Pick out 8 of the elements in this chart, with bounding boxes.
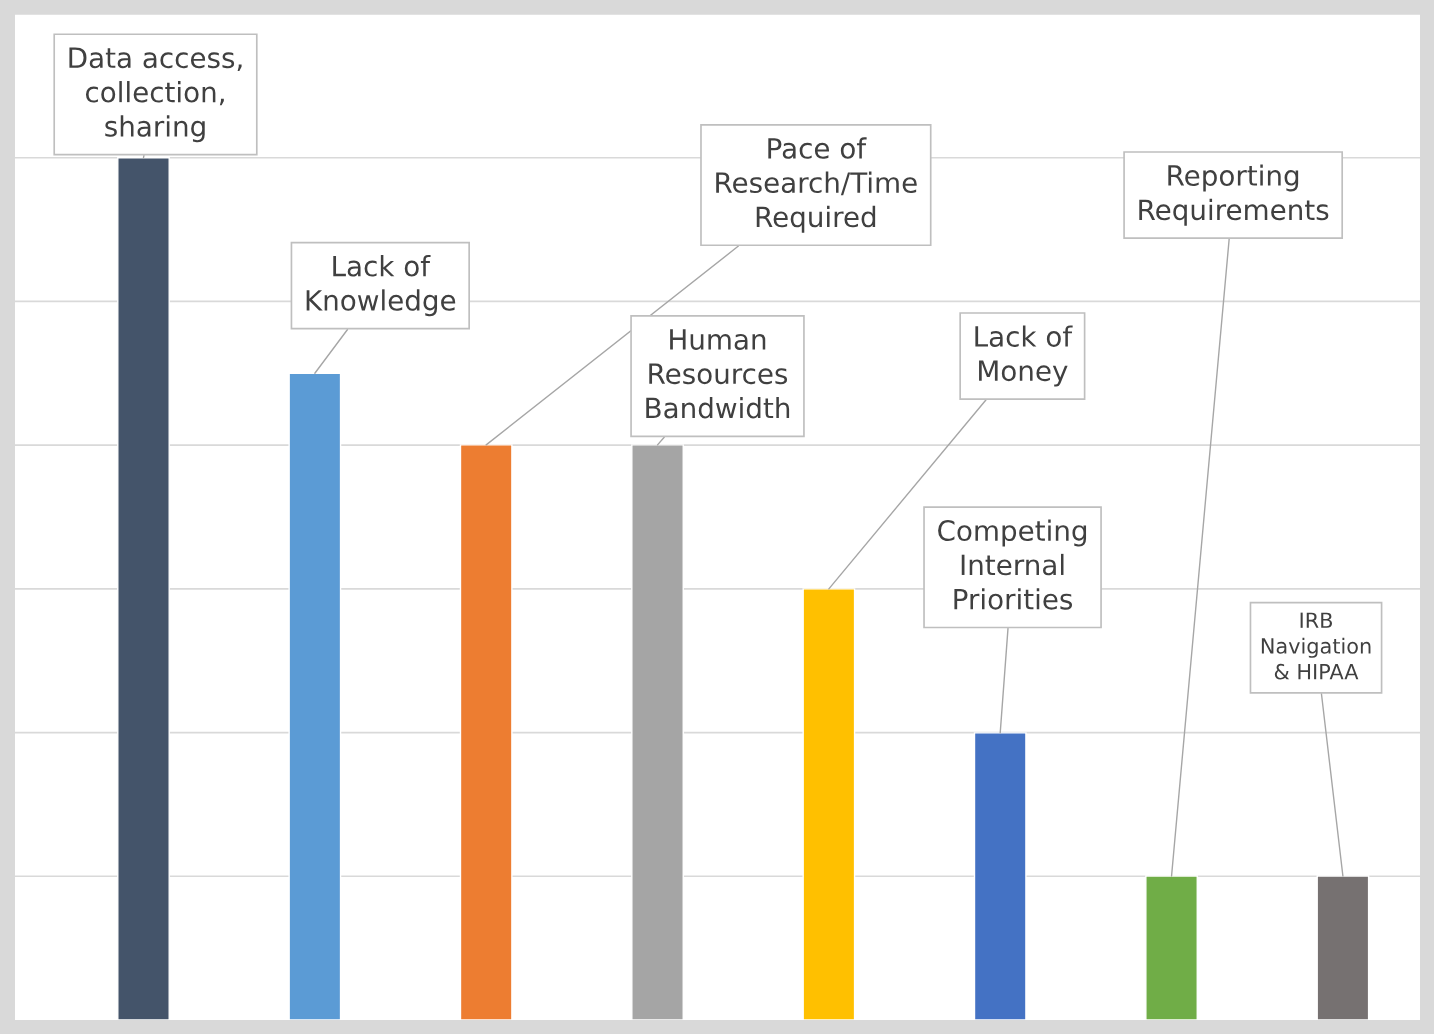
annotation: Human Resources Bandwidth (646, 329, 790, 419)
annotation: Pace of Research/Time Required (716, 137, 917, 233)
annotation: Reporting Requirements (1139, 164, 1329, 226)
annotation: Competing Internal Priorities (938, 519, 1087, 610)
annotation: Lack of Money (975, 325, 1073, 387)
text: Data access, collection, sharing (69, 47, 242, 143)
annotation: Lack of Knowledge (306, 255, 456, 317)
annotation: IRB Navigation & HIPAA (1261, 612, 1371, 680)
